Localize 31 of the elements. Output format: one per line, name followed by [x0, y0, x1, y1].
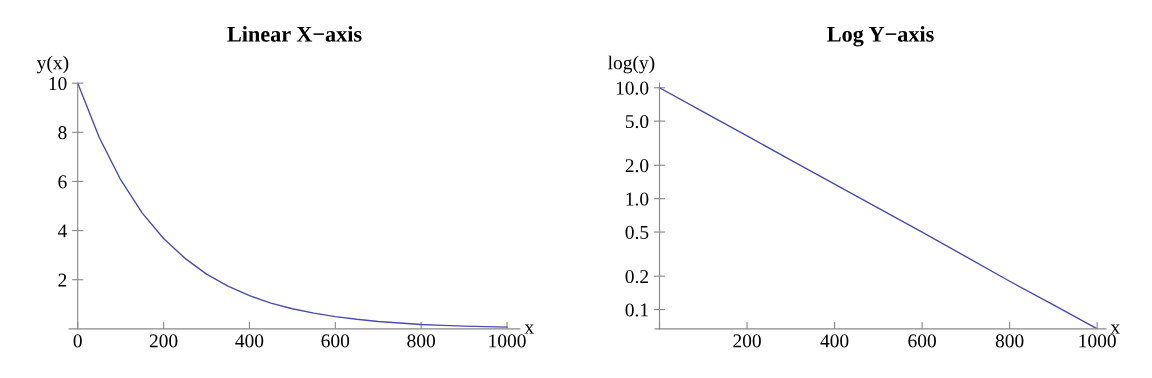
y-tick-label: 8	[58, 126, 67, 140]
y-tick-label: 0.1	[625, 303, 648, 317]
line-series	[77, 83, 508, 328]
x-tick-label: 400	[820, 334, 849, 348]
y-tick-label: 0.2	[625, 270, 649, 284]
y-tick-label: 0.5	[625, 225, 649, 240]
y-tick-label: 10	[49, 76, 67, 91]
chart-title: Log Y−axis	[827, 26, 934, 47]
x-tick-label: 800	[407, 334, 435, 348]
y-axis-title: log(y)	[608, 55, 655, 74]
y-axis-title: y(x)	[36, 55, 69, 74]
y-tick-label: 2	[58, 273, 67, 287]
y-tick-label: 10.0	[616, 81, 649, 95]
x-tick-label: 600	[321, 334, 350, 348]
x-tick-label: 0	[73, 334, 82, 348]
x-tick-label: 1000	[1079, 334, 1116, 348]
x-tick-label: 200	[733, 334, 761, 348]
y-tick-label: 4	[57, 224, 67, 238]
x-tick-label: 800	[995, 334, 1024, 348]
x-tick-label: 1000	[489, 334, 526, 348]
y-tick-label: 2.0	[625, 159, 649, 173]
x-tick-label: 600	[908, 334, 936, 348]
line-series	[658, 87, 1098, 329]
x-tick-label: 200	[149, 334, 178, 348]
y-tick-label: 5.0	[625, 114, 649, 129]
x-tick-label: 400	[235, 334, 264, 348]
chart-title: Linear X−axis	[227, 26, 362, 42]
y-tick-label: 6	[58, 175, 67, 189]
x-axis-title: x	[1110, 324, 1120, 334]
x-axis-title: x	[524, 324, 534, 334]
y-tick-label: 1.0	[626, 192, 649, 206]
